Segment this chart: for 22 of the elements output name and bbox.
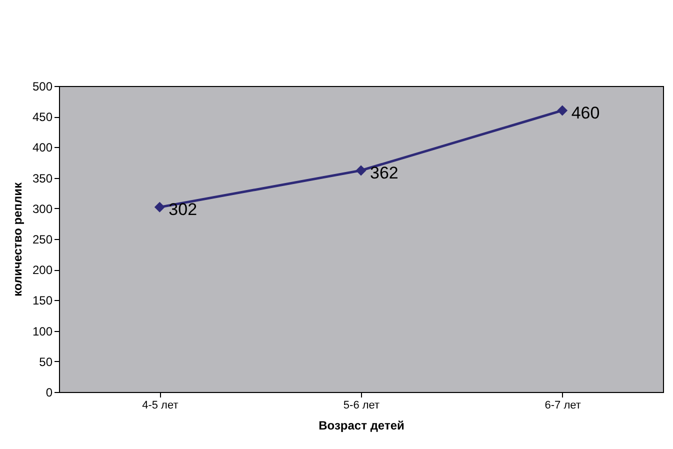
- y-tick-label: 500: [32, 80, 53, 94]
- y-tick-label: 250: [32, 232, 53, 246]
- y-tick-label: 350: [32, 171, 53, 186]
- y-tick-label: 50: [39, 354, 53, 369]
- data-label: 362: [370, 163, 398, 182]
- x-tick-label: 5-6 лет: [343, 400, 380, 412]
- x-tick-label: 6-7 лет: [544, 400, 581, 412]
- data-label: 460: [571, 103, 600, 122]
- y-tick-label: 150: [32, 294, 53, 308]
- data-label: 302: [168, 200, 198, 220]
- x-tick-label: 4-5 лет: [142, 400, 178, 412]
- point: [154, 202, 165, 212]
- y-tick-label: 300: [32, 202, 53, 216]
- y-tick-label: 450: [32, 110, 53, 124]
- y-tick-label: 0: [46, 386, 53, 400]
- y-tick-label: 400: [32, 140, 53, 155]
- x-axis-title: Возраст детей: [318, 418, 404, 432]
- point: [557, 105, 568, 116]
- y-tick-label: 200: [32, 263, 53, 278]
- y-axis-title: количество реплик: [10, 181, 24, 297]
- point: [356, 165, 366, 176]
- y-tick-label: 100: [32, 324, 53, 338]
